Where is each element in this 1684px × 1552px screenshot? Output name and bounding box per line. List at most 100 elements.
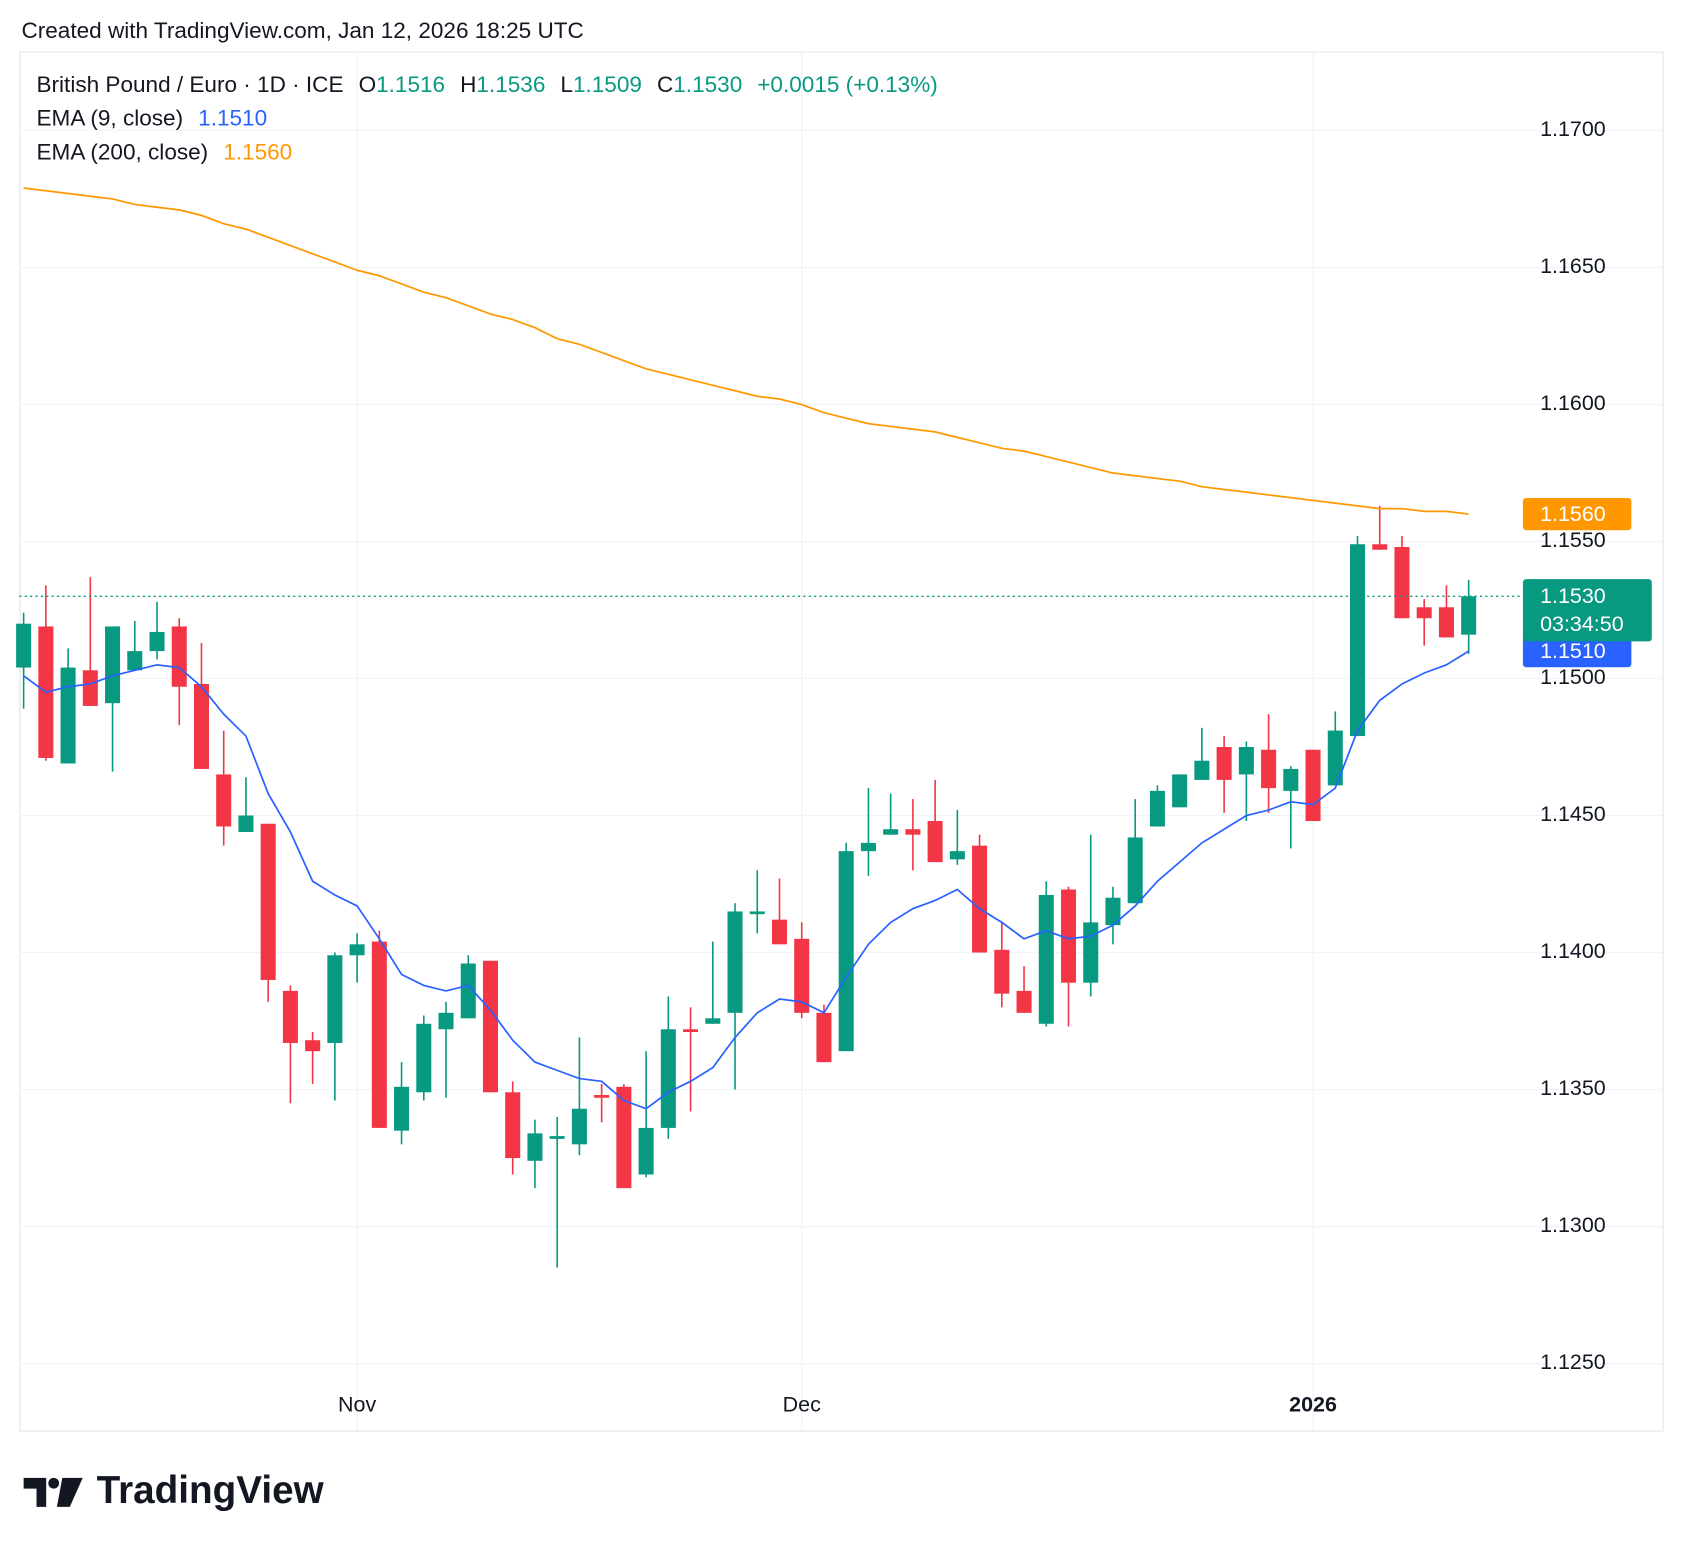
candle-body xyxy=(1172,774,1188,808)
candle-body xyxy=(1060,889,1077,983)
pane-border xyxy=(19,51,1664,1432)
legend: British Pound / Euro · 1D · ICE O1.1516 H1… xyxy=(37,72,938,165)
legend-value: 1.1560 xyxy=(223,140,292,165)
price-tag-label: 1.1560 xyxy=(1540,502,1606,526)
candle-body xyxy=(216,774,232,827)
candle-body xyxy=(727,911,743,1013)
candle-body xyxy=(238,815,254,832)
candle-body xyxy=(1327,730,1343,786)
candle-body xyxy=(1349,544,1366,737)
candle-body xyxy=(460,963,476,1019)
y-tick-label: 1.1500 xyxy=(1540,665,1606,689)
candle-body xyxy=(1194,760,1210,780)
ohlc-key: L xyxy=(560,72,573,97)
candle-body xyxy=(82,670,98,706)
y-tick-label: 1.1300 xyxy=(1540,1213,1606,1237)
candle-body xyxy=(771,919,788,945)
legend-name: EMA (9, close) xyxy=(37,105,184,130)
y-tick-label: 1.1700 xyxy=(1540,117,1606,141)
x-tick-label: 2026 xyxy=(1289,1393,1337,1417)
candle-body xyxy=(527,1133,543,1161)
candle-body xyxy=(105,626,121,704)
candle-body xyxy=(794,938,810,1013)
y-tick-label: 1.1350 xyxy=(1540,1076,1606,1100)
candle-body xyxy=(1305,749,1321,822)
ohlc-key: H xyxy=(460,72,476,97)
candle-body xyxy=(349,944,365,956)
candle-body xyxy=(482,960,499,1093)
candle-body xyxy=(549,1136,565,1139)
y-tick-label: 1.1450 xyxy=(1540,802,1606,826)
y-tick-label: 1.1400 xyxy=(1540,939,1606,963)
candle-body xyxy=(416,1023,432,1093)
candle-body xyxy=(1149,790,1165,827)
candle-body xyxy=(171,626,187,687)
candle-body xyxy=(1038,894,1054,1024)
legend-row: EMA (200, close) 1.1560 xyxy=(37,140,293,165)
candle-body xyxy=(905,829,921,835)
candle-body xyxy=(972,845,988,953)
header: Created with TradingView.com, Jan 12, 20… xyxy=(21,18,583,43)
candle-body xyxy=(16,623,32,668)
candle-body xyxy=(949,851,965,860)
candle-body xyxy=(1461,596,1477,635)
candle-body xyxy=(193,683,209,769)
candle-body xyxy=(1216,747,1232,780)
price-tag-label: 1.1510 xyxy=(1540,639,1606,663)
legend-value: 1.1510 xyxy=(198,105,267,130)
candle-body xyxy=(1283,768,1299,791)
candle-body xyxy=(749,911,765,915)
candle-body xyxy=(149,631,165,652)
candle-body xyxy=(705,1018,721,1024)
ohlc-value: 1.1536 xyxy=(476,72,545,97)
ohlc-value: 1.1509 xyxy=(573,72,642,97)
candle-body xyxy=(438,1012,454,1030)
chart-title: British Pound / Euro · 1D · ICE xyxy=(37,72,344,97)
ohlc-key: C xyxy=(657,72,673,97)
price-tag-label: 1.1530 xyxy=(1540,584,1606,608)
candle-body xyxy=(883,829,899,835)
candle-body xyxy=(60,667,76,764)
candle-body xyxy=(1083,922,1099,983)
candle-body xyxy=(1416,607,1432,619)
x-tick-label: Dec xyxy=(783,1393,821,1417)
candle-body xyxy=(327,955,343,1043)
candle-body xyxy=(860,842,876,852)
grid xyxy=(19,52,1663,1431)
logo-mark xyxy=(23,1477,47,1507)
ohlc-value: 1.1530 xyxy=(673,72,742,97)
candle-body xyxy=(1238,747,1254,775)
ema-line xyxy=(23,650,1470,1110)
logo-mark xyxy=(56,1477,83,1507)
candle-body xyxy=(816,1012,832,1063)
x-tick-label: Nov xyxy=(338,1393,376,1417)
candle-body xyxy=(1127,837,1143,904)
candle-body xyxy=(571,1108,587,1145)
logo-mark xyxy=(48,1477,60,1489)
logo xyxy=(23,1477,83,1507)
candle-body xyxy=(394,1086,410,1131)
candle-body xyxy=(1438,607,1454,638)
price-tag xyxy=(1522,497,1632,531)
candle-body xyxy=(1105,897,1121,926)
candle-body xyxy=(1261,749,1277,789)
candle-body xyxy=(371,941,387,1128)
plot xyxy=(16,187,1523,1268)
candle-body xyxy=(260,823,276,980)
candle-body xyxy=(505,1092,521,1159)
change-label: +0.0015 (+0.13%) xyxy=(757,72,938,97)
legend-name: EMA (200, close) xyxy=(37,140,209,165)
candle-body xyxy=(838,851,854,1052)
candle-body xyxy=(305,1040,321,1052)
candle-body xyxy=(927,821,943,863)
candle-body xyxy=(683,1029,699,1032)
candle-body xyxy=(127,651,143,671)
y-tick-label: 1.1250 xyxy=(1540,1350,1606,1374)
candle-body xyxy=(282,990,298,1043)
candle-body xyxy=(1372,544,1388,550)
ohlc-value: 1.1516 xyxy=(376,72,445,97)
candle-body xyxy=(638,1127,654,1175)
